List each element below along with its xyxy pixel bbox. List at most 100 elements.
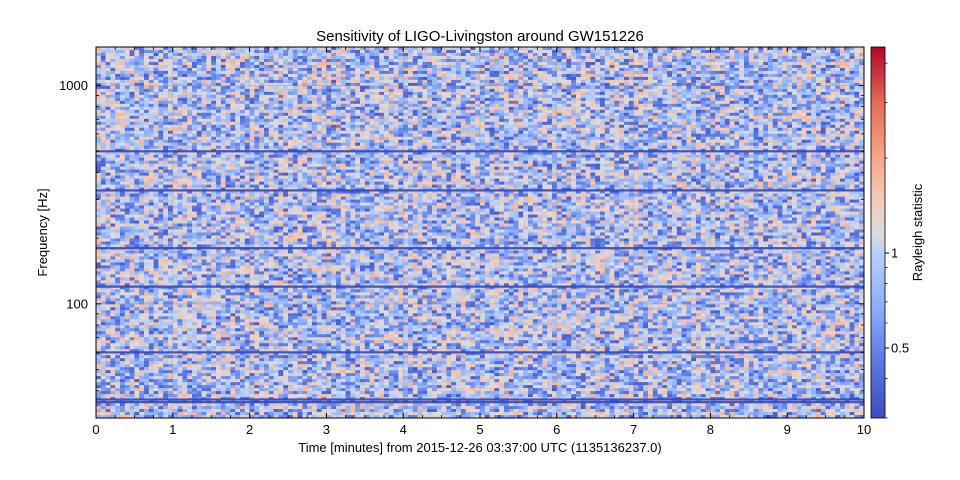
heatmap-cell [235, 58, 241, 63]
heatmap-cell [211, 169, 217, 174]
heatmap-cell [216, 403, 222, 407]
heatmap-cell [177, 313, 183, 317]
heatmap-cell [235, 154, 241, 159]
heatmap-cell [240, 235, 246, 239]
heatmap-cell [259, 283, 265, 287]
heatmap-cell [105, 409, 111, 413]
heatmap-cell [201, 181, 207, 186]
heatmap-cell [220, 106, 226, 111]
heatmap-cell [235, 385, 241, 389]
heatmap-cell [96, 412, 102, 416]
heatmap-cell [235, 142, 241, 147]
heatmap-cell [264, 376, 270, 380]
heatmap-cell [139, 409, 145, 413]
heatmap-cell [134, 250, 140, 254]
heatmap-cell [168, 91, 174, 96]
heatmap-cell [144, 226, 150, 230]
heatmap-cell [264, 193, 270, 197]
heatmap-cell [268, 121, 274, 126]
heatmap-cell [139, 88, 145, 93]
heatmap-cell [163, 355, 169, 359]
heatmap-cell [230, 229, 236, 233]
heatmap-cell [268, 361, 274, 365]
heatmap-cell [196, 319, 202, 323]
heatmap-cell [168, 229, 174, 233]
heatmap-cell [134, 226, 140, 230]
heatmap-cell [168, 403, 174, 407]
heatmap-cell [283, 127, 289, 132]
heatmap-cell [158, 151, 164, 156]
heatmap-cell [153, 256, 159, 260]
heatmap-cell [120, 394, 126, 398]
heatmap-cell [211, 118, 217, 123]
heatmap-cell [235, 73, 241, 78]
heatmap-cell [235, 316, 241, 320]
heatmap-cell [124, 274, 130, 278]
heatmap-cell [230, 244, 236, 248]
heatmap-cell [100, 103, 106, 108]
heatmap-cell [264, 61, 270, 66]
heatmap-cell [177, 364, 183, 368]
heatmap-cell [240, 364, 246, 368]
heatmap-cell [244, 55, 250, 60]
heatmap-cell [182, 388, 188, 392]
heatmap-cell [153, 121, 159, 126]
heatmap-cell [148, 88, 154, 93]
heatmap-cell [187, 337, 193, 341]
heatmap-cell [120, 55, 126, 60]
heatmap-cell [168, 226, 174, 230]
heatmap-cell [264, 289, 270, 293]
heatmap-cell [139, 415, 145, 418]
heatmap-cell [100, 76, 106, 81]
heatmap-cell [110, 373, 116, 377]
heatmap-cell [206, 112, 212, 117]
heatmap-cell [182, 409, 188, 413]
heatmap-cell [283, 160, 289, 165]
heatmap-cell [172, 283, 178, 287]
heatmap-cell [139, 115, 145, 120]
heatmap-cell [211, 409, 217, 413]
heatmap-cell [172, 52, 178, 57]
heatmap-cell [129, 154, 135, 159]
heatmap-cell [144, 358, 150, 362]
heatmap-cell [153, 145, 159, 150]
heatmap-cell [115, 283, 121, 287]
heatmap-cell [187, 295, 193, 299]
heatmap-cell [187, 103, 193, 108]
heatmap-cell [259, 151, 265, 156]
heatmap-cell [211, 277, 217, 281]
heatmap-cell [163, 346, 169, 350]
heatmap-cell [278, 322, 284, 326]
heatmap-cell [268, 97, 274, 102]
heatmap-cell [153, 58, 159, 63]
heatmap-cell [268, 52, 274, 57]
heatmap-cell [259, 118, 265, 123]
heatmap-cell [124, 220, 130, 224]
heatmap-cell [96, 379, 102, 383]
heatmap-cell [240, 409, 246, 413]
heatmap-cell [148, 52, 154, 57]
heatmap-cell [144, 73, 150, 78]
heatmap-cell [120, 79, 126, 84]
heatmap-cell [168, 307, 174, 311]
heatmap-cell [254, 367, 260, 371]
heatmap-cell [278, 88, 284, 93]
heatmap-cell [96, 109, 102, 114]
heatmap-cell [153, 214, 159, 218]
heatmap-cell [163, 307, 169, 311]
heatmap-cell [139, 145, 145, 150]
heatmap-cell [230, 346, 236, 350]
heatmap-cell [153, 319, 159, 323]
heatmap-cell [168, 304, 174, 308]
heatmap-cell [288, 55, 294, 60]
heatmap-cell [158, 49, 164, 54]
heatmap-cell [134, 244, 140, 248]
heatmap-cell [283, 373, 289, 377]
heatmap-cell [220, 370, 226, 374]
heatmap-cell [129, 115, 135, 120]
heatmap-cell [96, 241, 102, 245]
heatmap-cell [225, 394, 231, 398]
heatmap-cell [235, 328, 241, 332]
heatmap-cell [163, 103, 169, 108]
heatmap-cell [129, 130, 135, 135]
